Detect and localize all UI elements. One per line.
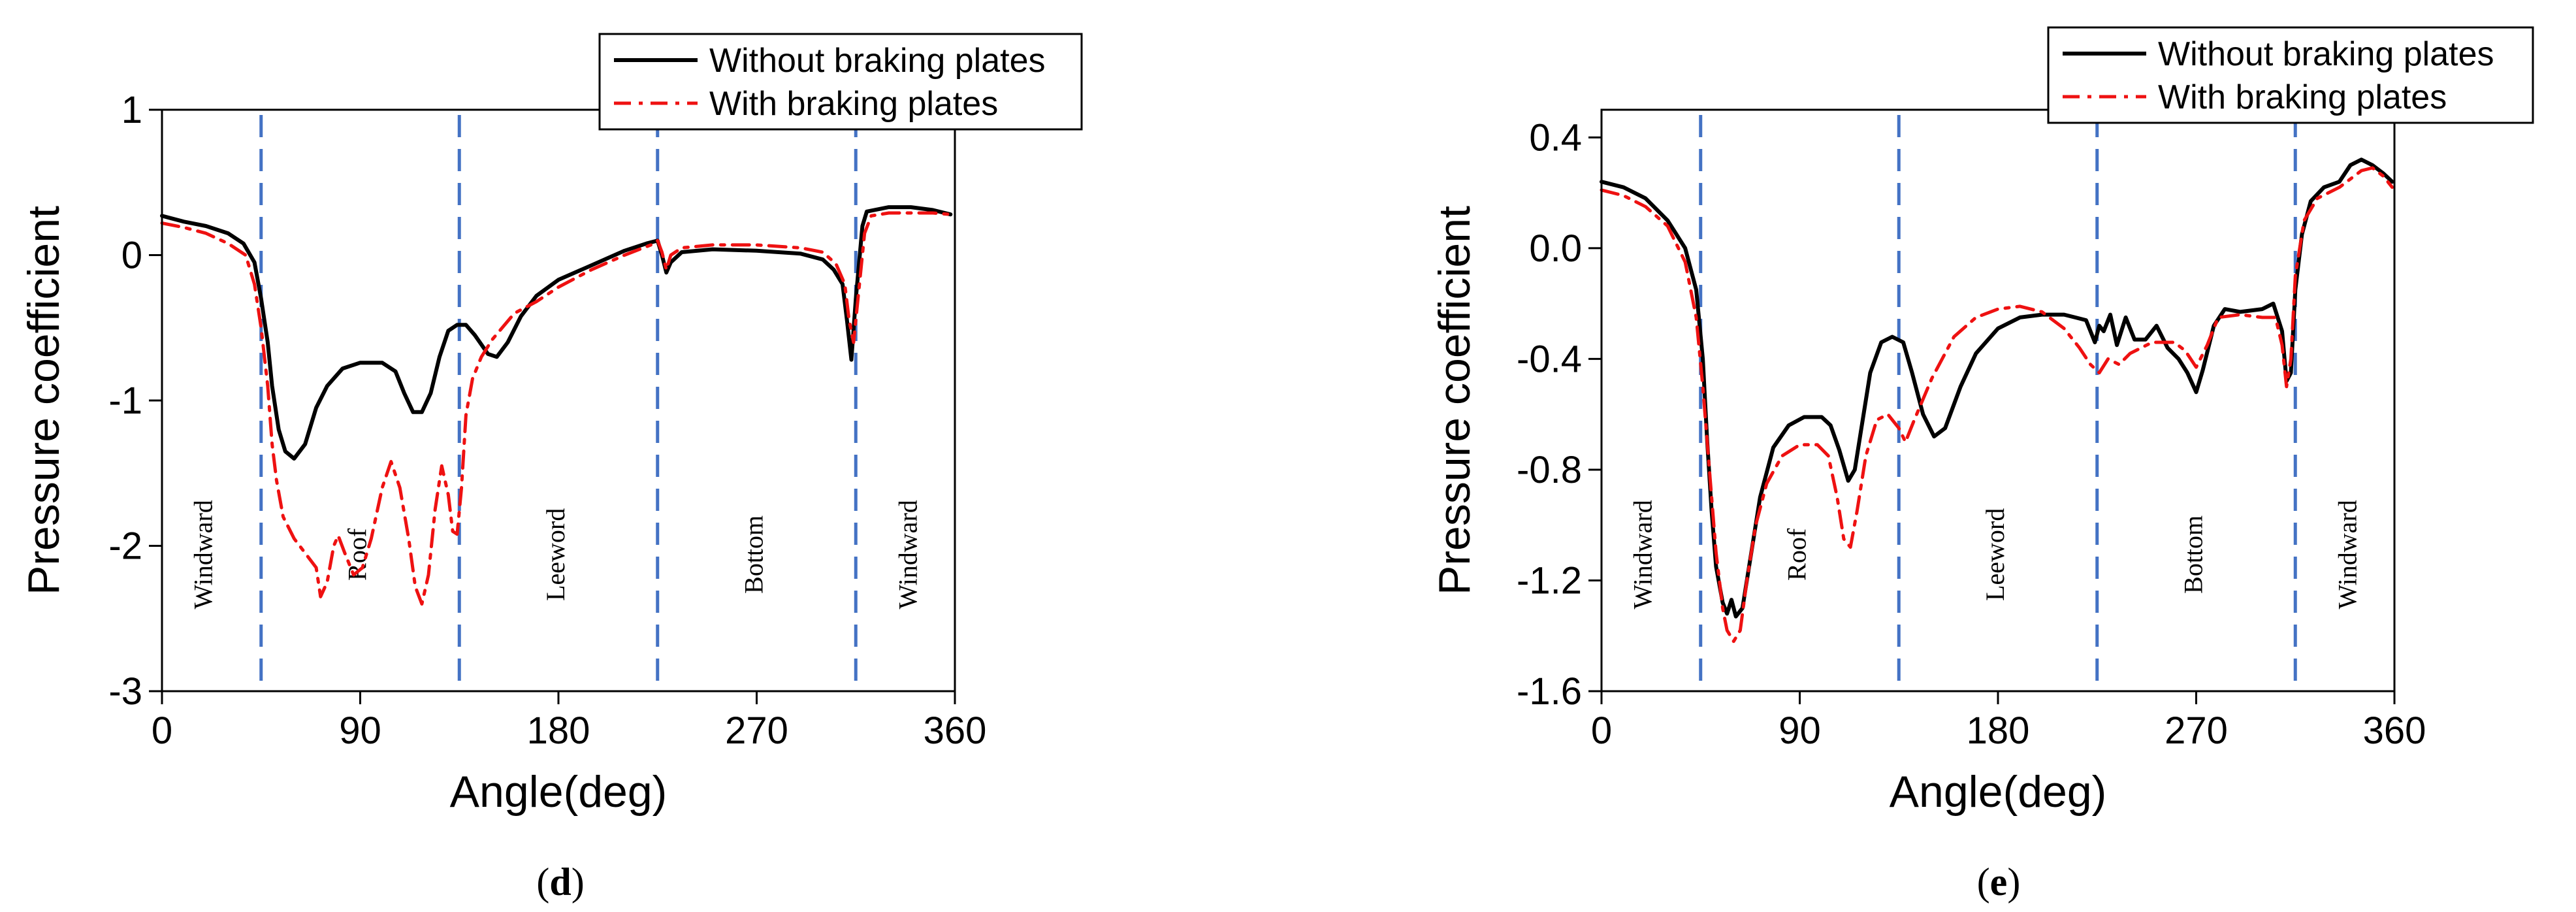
panel-d-legend-label-without: Without braking plates bbox=[709, 42, 1046, 80]
panel-d-caption: (d) bbox=[536, 860, 584, 904]
panel-d-y-axis-label: Pressure coefficient bbox=[19, 206, 69, 595]
panel-e-region-labels: Windward Roof Leeword Bottom Windward bbox=[1628, 500, 2362, 609]
panel-e-region-label-1: Roof bbox=[1782, 528, 1812, 581]
panel-d-region-label-3: Bottom bbox=[739, 515, 769, 594]
panel-e-y-axis-label: Pressure coefficient bbox=[1430, 206, 1479, 595]
panel-d-series bbox=[160, 205, 953, 606]
panel-e-ytick-label-4: -1.2 bbox=[1517, 559, 1582, 602]
panel-e-xtick-label-2: 180 bbox=[1967, 709, 2030, 752]
panel-e-ytick-label-3: -0.8 bbox=[1517, 449, 1582, 491]
panel-d-xtick-label-2: 180 bbox=[527, 709, 590, 752]
panel-d-ytick-label-4: -3 bbox=[108, 670, 142, 713]
panel-e-caption: (e) bbox=[1977, 860, 2021, 904]
panel-d-ytick-label-2: -1 bbox=[108, 380, 142, 422]
panel-d-series-without-plates bbox=[160, 205, 953, 461]
panel-e-xtick-label-0: 0 bbox=[1591, 709, 1612, 752]
panel-d-xtick-label-4: 360 bbox=[924, 709, 987, 752]
panel-e-ticks: 0 90 180 270 360 0.4 0.0 -0.4 -0.8 -1.2 -1.6 bbox=[1517, 116, 2426, 752]
panel-d: Windward Roof Leeword Bottom Windward 0 90 180… bbox=[19, 33, 1083, 904]
panel-e-dividers bbox=[1699, 115, 2297, 691]
panel-d-xtick-label-3: 270 bbox=[725, 709, 788, 752]
panel-e-ytick-label-0: 0.4 bbox=[1529, 116, 1582, 159]
panel-d-ticks: 0 90 180 270 360 1 0 -1 -2 -3 bbox=[108, 89, 986, 752]
panel-d-legend-label-with: With braking plates bbox=[709, 85, 998, 123]
panel-d-ytick-label-0: 1 bbox=[121, 89, 142, 131]
panel-e-legend: Without braking plates With braking plat… bbox=[2047, 26, 2534, 124]
panel-e-ytick-label-2: -0.4 bbox=[1517, 338, 1582, 380]
panel-e-ytick-label-5: -1.6 bbox=[1517, 670, 1582, 713]
panel-d-plot-frame bbox=[161, 108, 956, 692]
panel-e-legend-box bbox=[2047, 26, 2534, 124]
panel-e: Windward Roof Leeword Bottom Windward 0 90 180… bbox=[1430, 26, 2534, 904]
panel-e-series-without-plates bbox=[1600, 157, 2394, 619]
panel-d-legend-box bbox=[598, 33, 1083, 131]
panel-d-xtick-label-1: 90 bbox=[339, 709, 381, 752]
panel-d-legend: Without braking plates With braking plat… bbox=[598, 33, 1083, 131]
panel-d-region-labels: Windward Roof Leeword Bottom Windward bbox=[189, 500, 923, 609]
panel-e-series bbox=[1600, 157, 2394, 643]
panel-e-legend-label-without: Without braking plates bbox=[2158, 35, 2494, 73]
panel-d-region-label-0: Windward bbox=[189, 500, 218, 609]
panel-d-ytick-label-1: 0 bbox=[121, 235, 142, 277]
panel-d-xtick-label-0: 0 bbox=[152, 709, 172, 752]
panel-d-series-with-plates bbox=[160, 211, 952, 606]
panel-e-region-label-3: Bottom bbox=[2179, 515, 2208, 594]
panel-d-ytick-label-3: -2 bbox=[108, 525, 142, 568]
panel-e-region-label-4: Windward bbox=[2333, 500, 2362, 609]
panel-e-region-label-2: Leeword bbox=[1980, 508, 2010, 601]
panel-e-xtick-label-4: 360 bbox=[2363, 709, 2426, 752]
panel-e-x-axis-label: Angle(deg) bbox=[1890, 767, 2107, 817]
panel-e-region-label-0: Windward bbox=[1628, 500, 1658, 609]
panel-e-ytick-label-1: 0.0 bbox=[1529, 227, 1582, 270]
panel-e-legend-label-with: With braking plates bbox=[2158, 78, 2447, 116]
panel-d-x-axis-label: Angle(deg) bbox=[450, 767, 668, 817]
panel-d-region-label-2: Leeword bbox=[541, 508, 570, 601]
panel-e-xtick-label-1: 90 bbox=[1779, 709, 1821, 752]
panel-e-xtick-label-3: 270 bbox=[2165, 709, 2228, 752]
panel-d-region-label-4: Windward bbox=[894, 500, 923, 609]
panel-e-plot-frame bbox=[1600, 108, 2396, 692]
panel-e-series-with-plates bbox=[1600, 166, 2394, 643]
panel-d-dividers bbox=[259, 115, 858, 691]
